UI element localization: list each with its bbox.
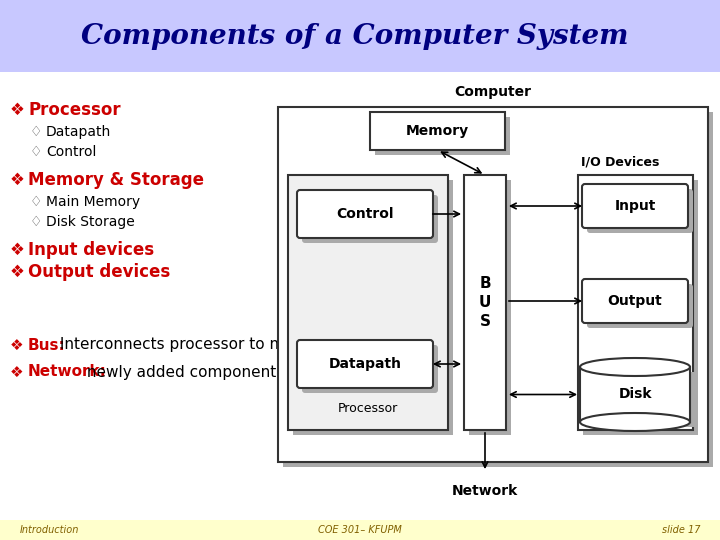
Text: Datapath: Datapath bbox=[328, 357, 402, 371]
Text: B
U
S: B U S bbox=[479, 276, 491, 329]
Bar bbox=[578, 175, 693, 430]
Text: Computer: Computer bbox=[454, 85, 531, 99]
Text: Processor: Processor bbox=[28, 101, 121, 119]
Text: Disk: Disk bbox=[618, 388, 652, 402]
Text: Interconnects processor to memory and I/O: Interconnects processor to memory and I/… bbox=[55, 338, 394, 353]
Text: Input devices: Input devices bbox=[28, 241, 154, 259]
Text: Memory & Storage: Memory & Storage bbox=[28, 171, 204, 189]
Bar bbox=[469, 180, 511, 435]
Text: ♢: ♢ bbox=[30, 195, 42, 209]
Bar bbox=[283, 112, 713, 467]
Bar bbox=[583, 180, 698, 435]
Text: Memory: Memory bbox=[406, 124, 469, 138]
Text: newly added component for communication: newly added component for communication bbox=[82, 364, 426, 380]
Text: ♢: ♢ bbox=[30, 215, 42, 229]
FancyBboxPatch shape bbox=[582, 279, 688, 323]
Text: Bus:: Bus: bbox=[28, 338, 66, 353]
Text: Control: Control bbox=[336, 207, 394, 221]
Ellipse shape bbox=[580, 413, 690, 431]
Bar bbox=[464, 175, 506, 430]
Text: ❖: ❖ bbox=[10, 364, 24, 380]
Bar bbox=[288, 175, 448, 430]
Text: Disk Storage: Disk Storage bbox=[46, 215, 135, 229]
Text: COE 301– KFUPM: COE 301– KFUPM bbox=[318, 525, 402, 535]
Text: Input: Input bbox=[614, 199, 656, 213]
Text: ❖: ❖ bbox=[10, 101, 25, 119]
FancyBboxPatch shape bbox=[297, 340, 433, 388]
Bar bbox=[278, 107, 708, 462]
Bar bbox=[585, 372, 695, 427]
Bar bbox=[0, 520, 720, 540]
Text: Network:: Network: bbox=[28, 364, 107, 380]
Text: Introduction: Introduction bbox=[20, 525, 79, 535]
Text: Output devices: Output devices bbox=[28, 263, 170, 281]
Text: Datapath: Datapath bbox=[46, 125, 112, 139]
Text: ♢: ♢ bbox=[30, 145, 42, 159]
FancyBboxPatch shape bbox=[587, 189, 693, 233]
Text: Main Memory: Main Memory bbox=[46, 195, 140, 209]
Text: I/O Devices: I/O Devices bbox=[581, 156, 660, 168]
FancyBboxPatch shape bbox=[582, 184, 688, 228]
FancyBboxPatch shape bbox=[302, 195, 438, 243]
FancyBboxPatch shape bbox=[297, 190, 433, 238]
Text: ❖: ❖ bbox=[10, 338, 24, 353]
Bar bbox=[375, 117, 510, 155]
Text: Network: Network bbox=[452, 484, 518, 498]
Bar bbox=[0, 0, 720, 72]
Text: slide 17: slide 17 bbox=[662, 525, 700, 535]
FancyBboxPatch shape bbox=[587, 284, 693, 328]
Bar bbox=[370, 112, 505, 150]
Ellipse shape bbox=[580, 358, 690, 376]
Text: Control: Control bbox=[46, 145, 96, 159]
Text: Processor: Processor bbox=[338, 402, 398, 415]
Text: ❖: ❖ bbox=[10, 263, 25, 281]
Bar bbox=[293, 180, 453, 435]
Text: ❖: ❖ bbox=[10, 241, 25, 259]
Text: Output: Output bbox=[608, 294, 662, 308]
Bar bbox=[580, 367, 690, 422]
Text: ♢: ♢ bbox=[30, 125, 42, 139]
Text: ❖: ❖ bbox=[10, 171, 25, 189]
FancyBboxPatch shape bbox=[302, 345, 438, 393]
Text: Components of a Computer System: Components of a Computer System bbox=[81, 23, 629, 50]
